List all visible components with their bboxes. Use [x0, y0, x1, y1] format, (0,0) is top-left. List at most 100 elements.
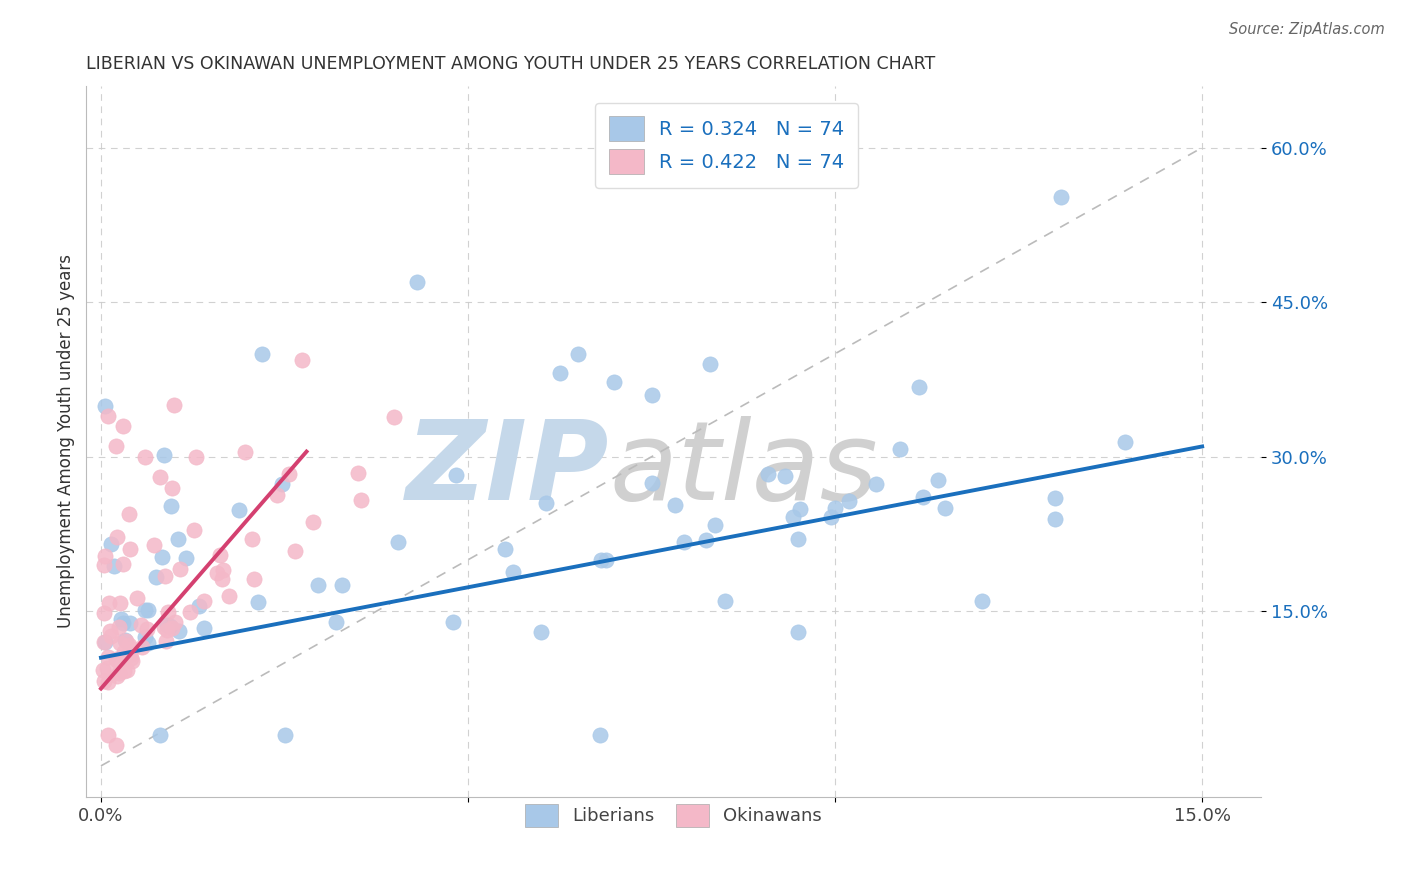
Point — [444, 467, 467, 482]
Point — [111, 616, 134, 631]
Point — [104, 738, 127, 752]
Point — [97, 728, 120, 742]
Point — [188, 599, 211, 614]
Point — [150, 549, 173, 564]
Point — [118, 638, 141, 652]
Point — [112, 557, 135, 571]
Point — [325, 615, 347, 629]
Point — [108, 596, 131, 610]
Point — [97, 409, 120, 423]
Point — [121, 655, 143, 669]
Point — [534, 496, 557, 510]
Point — [591, 553, 613, 567]
Point — [787, 624, 810, 639]
Point — [111, 418, 134, 433]
Point — [155, 624, 177, 638]
Point — [96, 661, 118, 675]
Point — [970, 594, 993, 608]
Point — [193, 621, 215, 635]
Point — [179, 605, 201, 619]
Point — [349, 493, 371, 508]
Point — [1045, 491, 1067, 505]
Point — [117, 663, 139, 677]
Point — [131, 618, 153, 632]
Point — [291, 352, 314, 367]
Point — [347, 467, 370, 481]
Point — [502, 566, 524, 580]
Point — [157, 606, 180, 620]
Point — [703, 518, 725, 533]
Point — [494, 542, 516, 557]
Point — [149, 470, 172, 484]
Text: LIBERIAN VS OKINAWAN UNEMPLOYMENT AMONG YOUTH UNDER 25 YEARS CORRELATION CHART: LIBERIAN VS OKINAWAN UNEMPLOYMENT AMONG … — [86, 55, 935, 73]
Point — [603, 375, 626, 389]
Point — [266, 488, 288, 502]
Point — [270, 476, 292, 491]
Point — [589, 728, 612, 742]
Point — [441, 615, 464, 629]
Point — [278, 467, 301, 481]
Point — [118, 507, 141, 521]
Point — [699, 357, 721, 371]
Point — [176, 550, 198, 565]
Text: ZIP: ZIP — [405, 417, 609, 524]
Point — [156, 618, 179, 632]
Point — [162, 481, 184, 495]
Point — [205, 566, 228, 581]
Point — [641, 475, 664, 490]
Text: atlas: atlas — [609, 417, 877, 524]
Point — [98, 596, 121, 610]
Point — [695, 533, 717, 547]
Point — [107, 654, 129, 668]
Point — [93, 558, 115, 573]
Point — [120, 647, 142, 661]
Point — [93, 634, 115, 648]
Point — [228, 502, 250, 516]
Point — [302, 515, 325, 529]
Point — [664, 498, 686, 512]
Point — [787, 532, 810, 546]
Point — [714, 594, 737, 608]
Point — [153, 620, 176, 634]
Point — [387, 535, 409, 549]
Point — [127, 591, 149, 605]
Point — [108, 666, 131, 681]
Point — [911, 491, 934, 505]
Point — [330, 578, 353, 592]
Point — [105, 530, 128, 544]
Point — [105, 669, 128, 683]
Point — [134, 631, 156, 645]
Point — [789, 501, 811, 516]
Point — [307, 578, 329, 592]
Point — [183, 523, 205, 537]
Point — [163, 615, 186, 629]
Point — [103, 558, 125, 573]
Point — [138, 603, 160, 617]
Point — [160, 499, 183, 513]
Point — [382, 410, 405, 425]
Point — [112, 645, 135, 659]
Point — [247, 595, 270, 609]
Point — [169, 562, 191, 576]
Point — [934, 501, 956, 516]
Point — [107, 619, 129, 633]
Point — [153, 448, 176, 462]
Point — [1050, 190, 1073, 204]
Point — [91, 663, 114, 677]
Point — [838, 493, 860, 508]
Point — [120, 642, 142, 657]
Point — [134, 603, 156, 617]
Point — [186, 450, 208, 464]
Point — [640, 388, 662, 402]
Text: Source: ZipAtlas.com: Source: ZipAtlas.com — [1229, 22, 1385, 37]
Point — [105, 652, 128, 666]
Point — [136, 636, 159, 650]
Point — [155, 633, 177, 648]
Y-axis label: Unemployment Among Youth under 25 years: Unemployment Among Youth under 25 years — [58, 254, 75, 628]
Point — [865, 477, 887, 491]
Point — [673, 534, 696, 549]
Point — [908, 379, 931, 393]
Point — [212, 563, 235, 577]
Point — [782, 510, 804, 524]
Point — [889, 442, 911, 456]
